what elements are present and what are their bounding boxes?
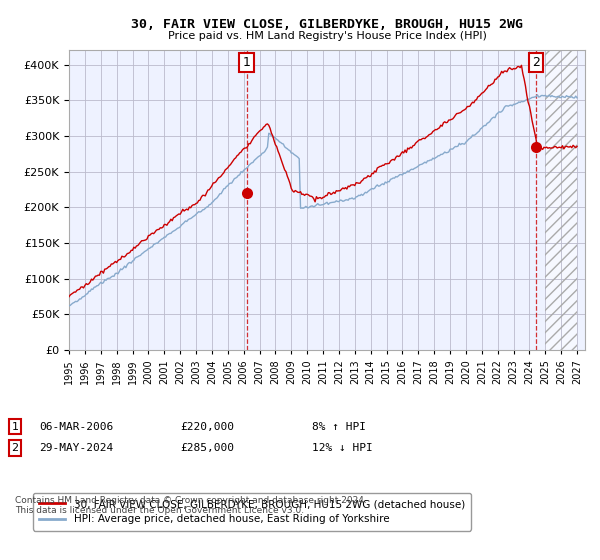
Text: 1: 1 bbox=[242, 56, 250, 69]
Text: 12% ↓ HPI: 12% ↓ HPI bbox=[312, 443, 373, 453]
Text: 1: 1 bbox=[11, 422, 19, 432]
Text: 29-MAY-2024: 29-MAY-2024 bbox=[39, 443, 113, 453]
Legend: 30, FAIR VIEW CLOSE, GILBERDYKE, BROUGH, HU15 2WG (detached house), HPI: Average: 30, FAIR VIEW CLOSE, GILBERDYKE, BROUGH,… bbox=[33, 493, 471, 530]
Text: 06-MAR-2006: 06-MAR-2006 bbox=[39, 422, 113, 432]
Text: 2: 2 bbox=[11, 443, 19, 453]
Text: £285,000: £285,000 bbox=[180, 443, 234, 453]
Text: 30, FAIR VIEW CLOSE, GILBERDYKE, BROUGH, HU15 2WG: 30, FAIR VIEW CLOSE, GILBERDYKE, BROUGH,… bbox=[131, 18, 523, 31]
Text: 8% ↑ HPI: 8% ↑ HPI bbox=[312, 422, 366, 432]
Text: Contains HM Land Registry data © Crown copyright and database right 2024.
This d: Contains HM Land Registry data © Crown c… bbox=[15, 496, 367, 515]
Text: 2: 2 bbox=[532, 56, 540, 69]
Text: Price paid vs. HM Land Registry's House Price Index (HPI): Price paid vs. HM Land Registry's House … bbox=[167, 31, 487, 41]
Text: £220,000: £220,000 bbox=[180, 422, 234, 432]
